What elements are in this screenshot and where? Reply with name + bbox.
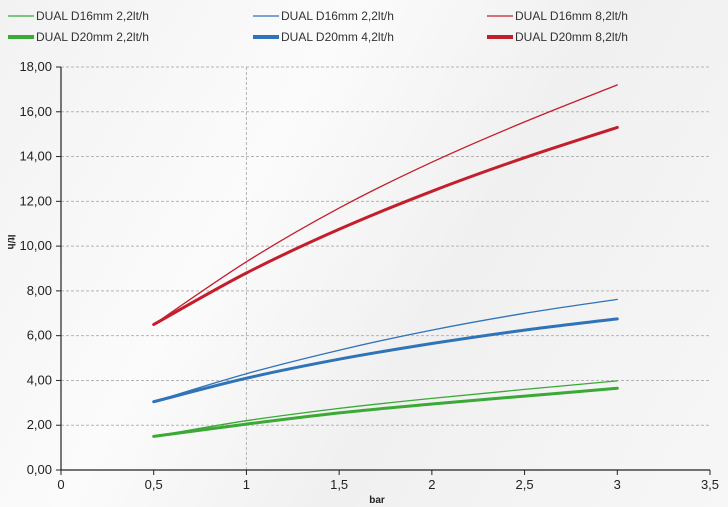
y-tick-label: 4,00 <box>27 372 52 387</box>
y-tick-label: 12,00 <box>19 193 52 208</box>
legend-label: DUAL D16mm 2,2lt/h <box>281 9 394 23</box>
y-tick-label: 14,00 <box>19 149 52 164</box>
x-tick-label: 3 <box>614 477 621 492</box>
legend-label: DUAL D20mm 8,2lt/h <box>515 30 628 44</box>
x-tick-label: 3,5 <box>701 477 719 492</box>
x-tick-label: 0 <box>57 477 64 492</box>
x-tick-label: 1,5 <box>330 477 348 492</box>
legend: DUAL D16mm 2,2lt/h DUAL D20mm 2,2lt/h DUAL… <box>8 9 628 44</box>
y-axis-title: lt/h <box>5 235 16 250</box>
y-tick-label: 10,00 <box>19 238 52 253</box>
series-line <box>152 125 619 326</box>
axes: 0,00 2,00 4,00 6,00 8,00 10,00 12,00 14,00 16,00… <box>19 59 719 492</box>
series-line <box>152 317 619 404</box>
y-tick-label: 2,00 <box>27 417 52 432</box>
series-line <box>153 380 618 438</box>
legend-label: DUAL D20mm 2,2lt/h <box>36 30 149 44</box>
x-tick-label: 2,5 <box>516 477 534 492</box>
y-tick-label: 8,00 <box>27 283 52 298</box>
series-line <box>152 386 619 438</box>
y-tick-label: 6,00 <box>27 328 52 343</box>
y-tick-label: 16,00 <box>19 104 52 119</box>
legend-label: DUAL D16mm 2,2lt/h <box>36 9 149 23</box>
legend-label: DUAL D16mm 8,2lt/h <box>515 9 628 23</box>
x-tick-label: 2 <box>428 477 435 492</box>
series-line <box>153 298 618 403</box>
x-tick-label: 0,5 <box>145 477 163 492</box>
gridlines <box>61 66 710 426</box>
x-tick-label: 1 <box>243 477 250 492</box>
legend-label: DUAL D20mm 4,2lt/h <box>281 30 394 44</box>
x-axis-title: bar <box>369 495 385 506</box>
series-lines <box>152 84 619 438</box>
series-line <box>153 84 618 326</box>
y-tick-label: 18,00 <box>19 59 52 74</box>
y-tick-label: 0,00 <box>27 462 52 477</box>
